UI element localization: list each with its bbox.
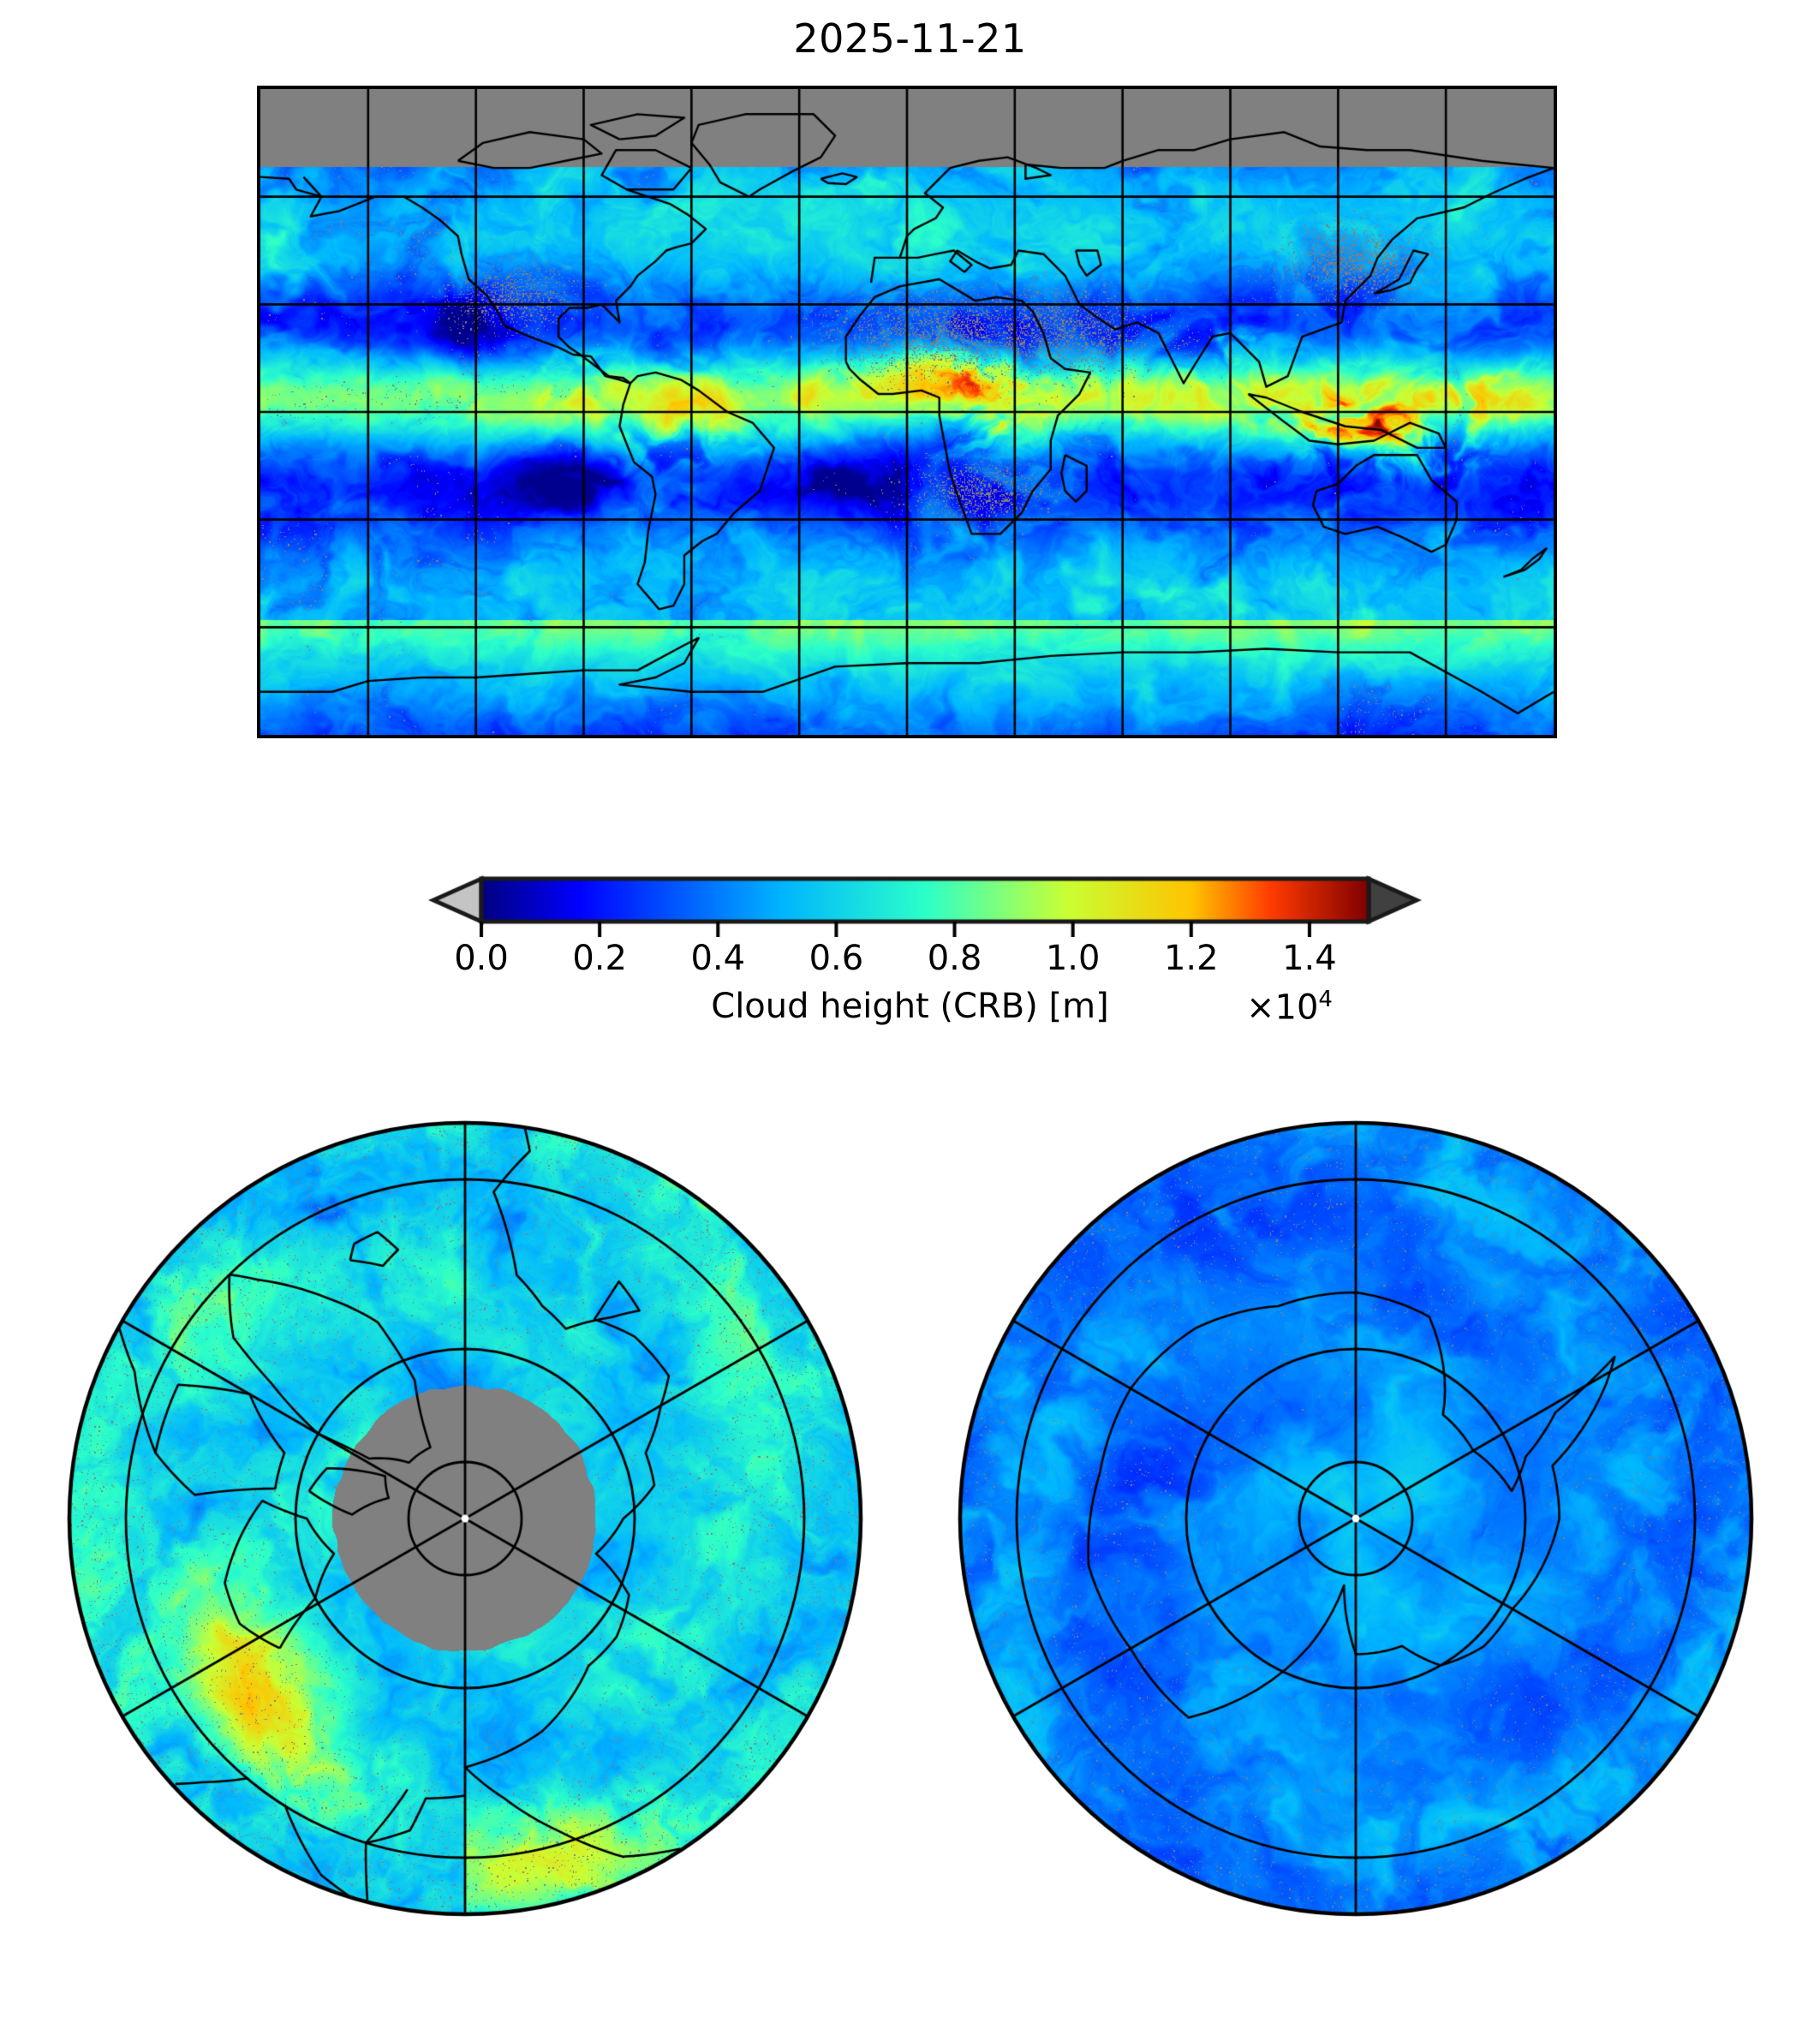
colorbar-offset-text: ×104 — [1246, 987, 1333, 1027]
colorbar-tick-label: 0.2 — [572, 939, 627, 978]
colorbar-tick-label: 0.0 — [454, 939, 509, 978]
colorbar-tick-label: 1.0 — [1045, 939, 1101, 978]
colorbar-tick-label: 1.4 — [1282, 939, 1337, 978]
colorbar-offset-base: ×10 — [1246, 988, 1319, 1028]
global-cloud-height-map[interactable] — [260, 89, 1554, 735]
colorbar-tick-label: 1.2 — [1163, 939, 1219, 978]
global-map-panel[interactable] — [257, 86, 1557, 738]
north-polar-panel[interactable] — [67, 1120, 863, 1917]
colorbar-group: 0.0 0.2 0.4 0.6 0.8 1.0 1.2 1.4 Cloud height (C… — [0, 863, 1820, 1035]
colorbar-tick-label: 0.6 — [809, 939, 864, 978]
north-polar-cloud-height-map[interactable] — [67, 1120, 863, 1917]
colorbar-offset-exponent: 4 — [1318, 987, 1333, 1012]
south-polar-cloud-height-map[interactable] — [958, 1120, 1754, 1917]
page-title: 2025-11-21 — [793, 15, 1027, 62]
cloud-height-colorbar[interactable] — [428, 868, 1422, 937]
colorbar-tick-label: 0.8 — [927, 939, 982, 978]
colorbar-axis-label: Cloud height (CRB) [m] — [711, 987, 1109, 1026]
south-polar-panel[interactable] — [958, 1120, 1754, 1917]
colorbar-tick-label: 0.4 — [690, 939, 746, 978]
